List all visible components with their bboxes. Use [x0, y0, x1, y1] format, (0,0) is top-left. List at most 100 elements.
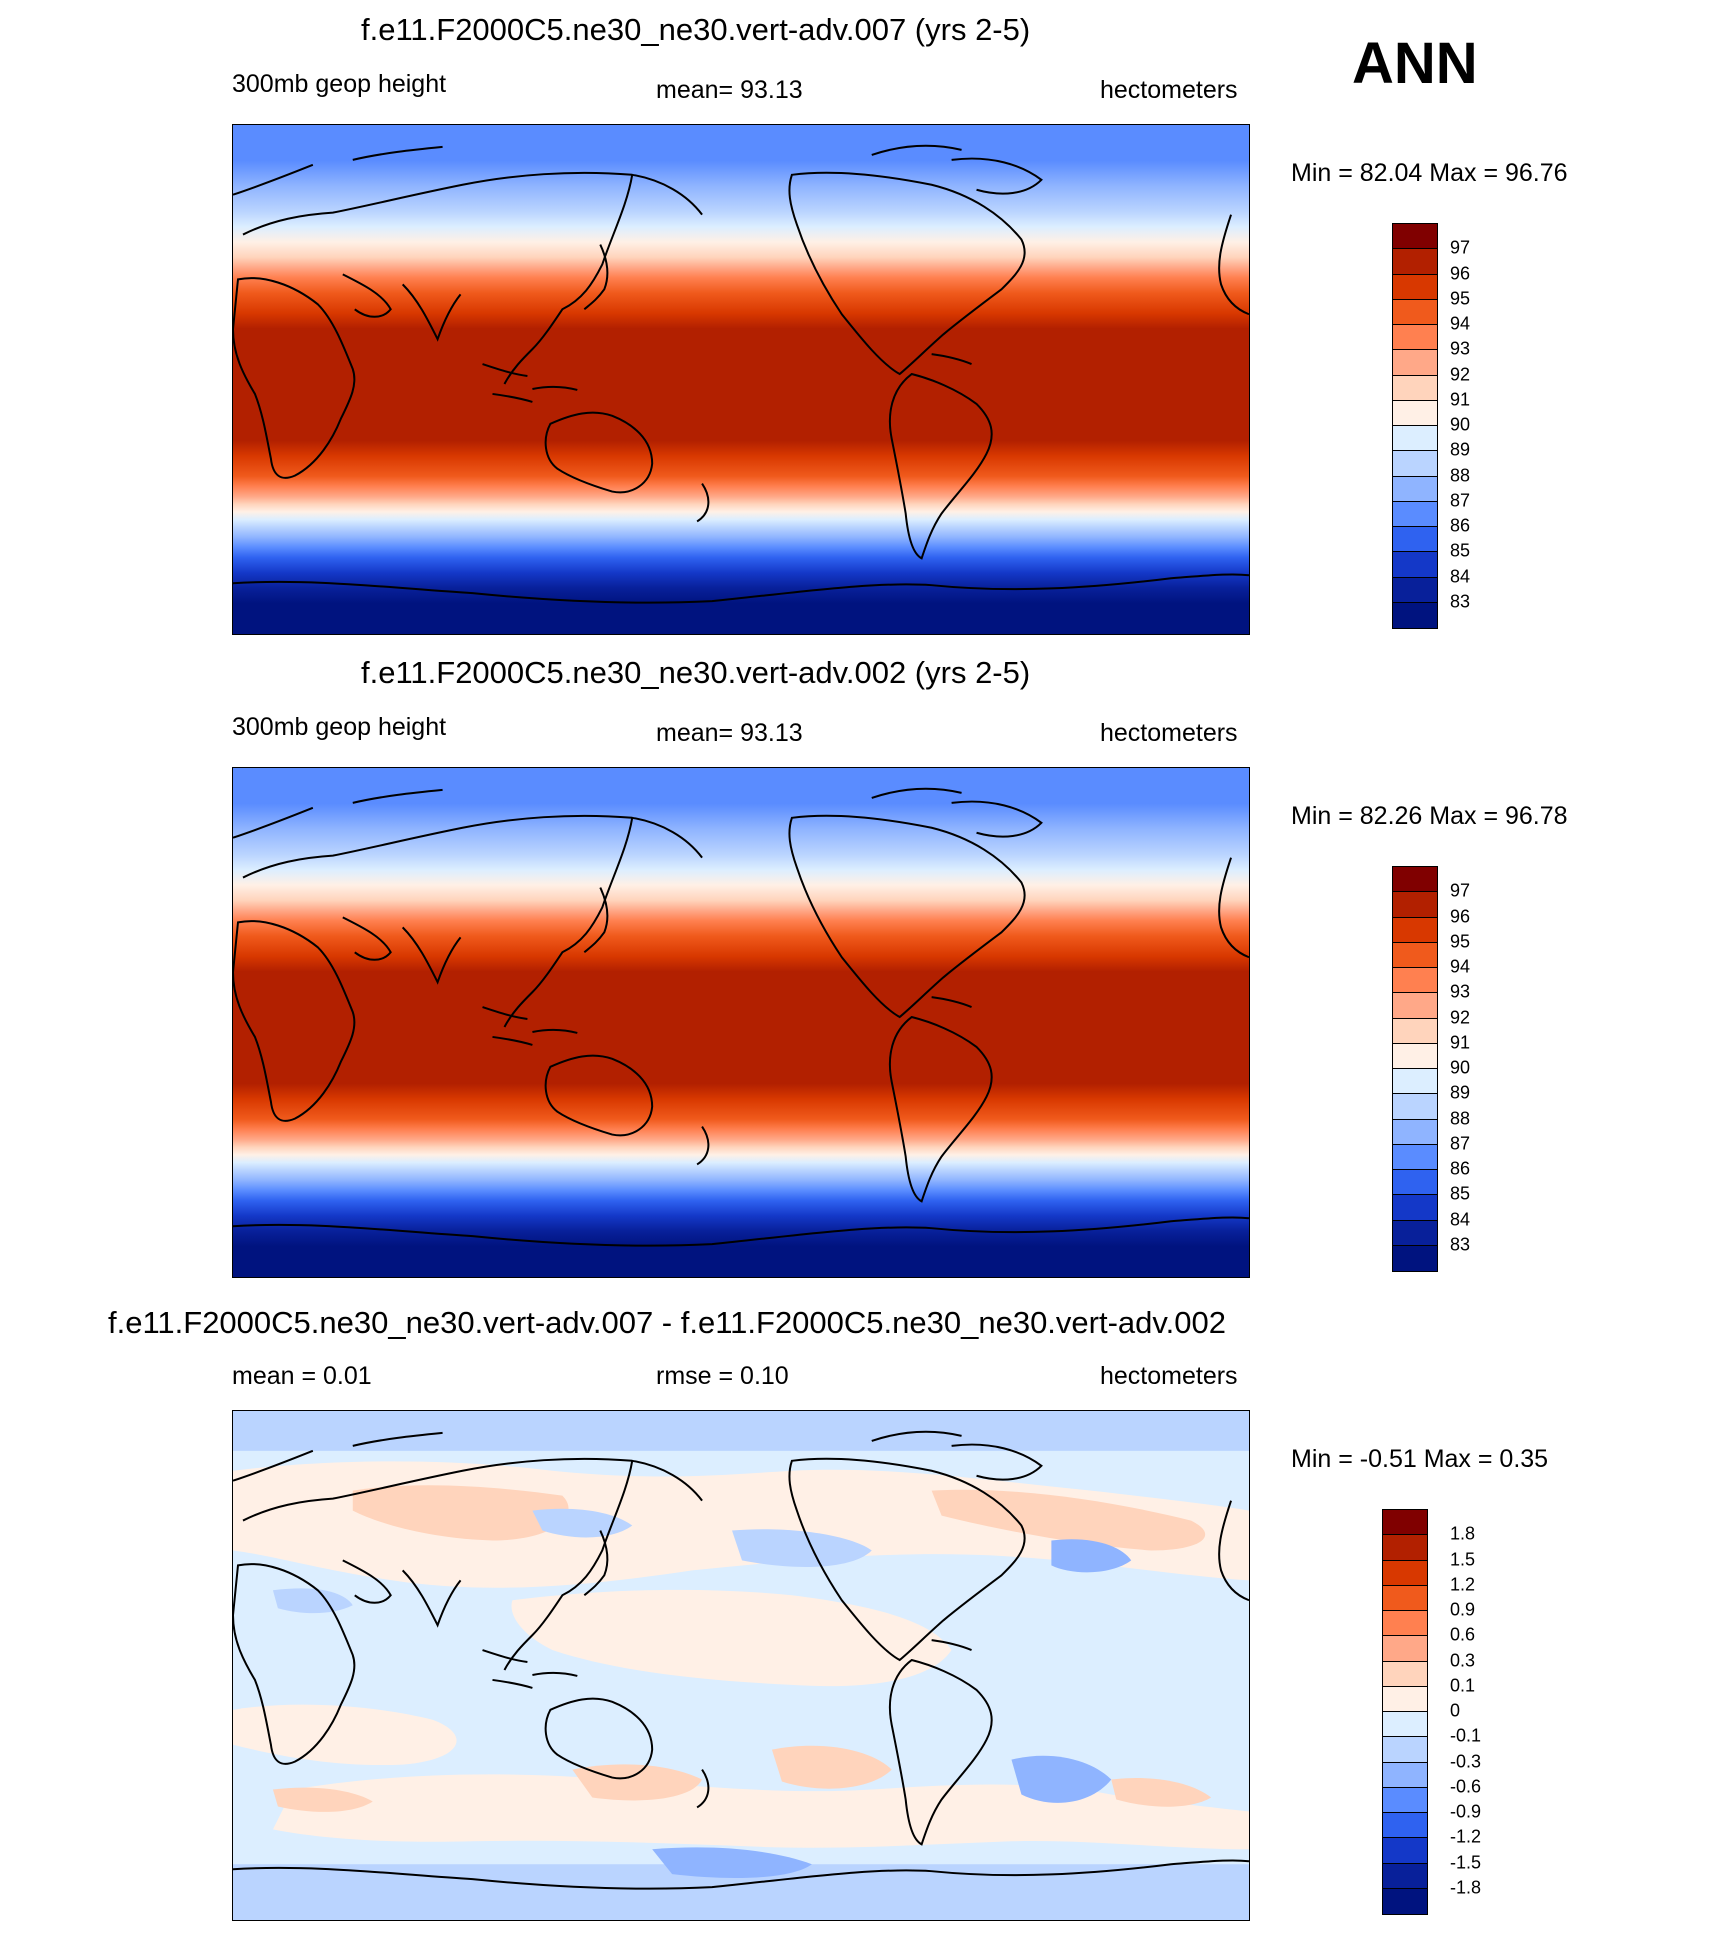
panel2-colorbar-segment — [1393, 1069, 1437, 1095]
panel1-colorbar-segment — [1393, 451, 1437, 477]
panel2-colorbar — [1392, 866, 1438, 1272]
panel2-colorbar-segment — [1393, 892, 1437, 918]
panel2-colorbar-segment — [1393, 968, 1437, 994]
panel2-colorbar-segment — [1393, 1170, 1437, 1196]
panel2-colorbar-segments — [1393, 867, 1437, 1271]
panel1-colorbar-tick-label: 88 — [1450, 465, 1471, 485]
panel1-colorbar-segment — [1393, 577, 1437, 603]
panel3-colorbar-segment — [1383, 1510, 1427, 1536]
panel1-colorbar-segment — [1393, 602, 1437, 628]
panel3-colorbar-segment — [1383, 1813, 1427, 1839]
panel1-colorbar-segment — [1393, 552, 1437, 578]
panel2-colorbar-segment — [1393, 1220, 1437, 1246]
panel1-colorbar-tick-label: 90 — [1450, 414, 1471, 435]
panel3-colorbar-tick-label: 0.6 — [1450, 1624, 1476, 1645]
panel2-colorbar-segment — [1393, 1018, 1437, 1044]
panel1-colorbar-tick-label: 97 — [1450, 237, 1471, 258]
panel2-colorbar-segment — [1393, 917, 1437, 943]
panel3-colorbar-segment — [1383, 1636, 1427, 1662]
panel3-colorbar-segments — [1383, 1510, 1427, 1914]
panel2-minmax-label: Min = 82.26 Max = 96.78 — [1291, 802, 1568, 830]
panel2-colorbar-segment — [1393, 1094, 1437, 1120]
panel2-colorbar-tick-label: 96 — [1450, 906, 1471, 926]
panel1-colorbar-tick-label: 84 — [1450, 566, 1471, 586]
panel3-colorbar-tick-label: 0 — [1450, 1700, 1461, 1721]
panel1-colorbar-segment — [1393, 274, 1437, 300]
panel1-colorbar-tick-label: 85 — [1450, 540, 1471, 561]
panel1-colorbar-tick-label: 95 — [1450, 288, 1471, 309]
panel3-mean-label: mean = 0.01 — [232, 1362, 372, 1390]
panel3-colorbar-tick-label: 0.9 — [1450, 1599, 1476, 1620]
panel1-colorbar-segment — [1393, 501, 1437, 527]
panel2-units-label: hectometers — [1100, 719, 1238, 747]
panel1-colorbar-segment — [1393, 400, 1437, 426]
panel3-colorbar-segment — [1383, 1585, 1427, 1611]
panel2-colorbar-tick-label: 87 — [1450, 1133, 1471, 1154]
panel3-colorbar-tick-label: -1.2 — [1450, 1826, 1482, 1847]
panel3-colorbar-segment — [1383, 1686, 1427, 1712]
panel2-colorbar-tick-label: 90 — [1450, 1057, 1471, 1078]
panel2-colorbar-tick-label: 86 — [1450, 1158, 1471, 1179]
panel2-variable-label: 300mb geop height — [232, 713, 447, 741]
panel3-colorbar-segment — [1383, 1661, 1427, 1687]
panel2-map — [232, 767, 1250, 1278]
panel1-colorbar-segment — [1393, 375, 1437, 401]
panel1-colorbar-segment — [1393, 325, 1437, 351]
panel3-colorbar-segment — [1383, 1863, 1427, 1889]
panel3-map — [232, 1410, 1250, 1921]
panel1-title: f.e11.F2000C5.ne30_ne30.vert-adv.007 (yr… — [361, 12, 1031, 47]
panel1-colorbar-tick-label: 91 — [1450, 389, 1471, 410]
panel1-colorbar-tick-label: 96 — [1450, 263, 1471, 283]
panel2-colorbar-tick-label: 88 — [1450, 1108, 1471, 1128]
panel3-minmax-label: Min = -0.51 Max = 0.35 — [1291, 1445, 1549, 1473]
panel3-colorbar-tick-label: 1.5 — [1450, 1549, 1476, 1569]
panel2-colorbar-tick-label: 83 — [1450, 1234, 1471, 1255]
panel2-colorbar-tick-label: 92 — [1450, 1007, 1471, 1027]
panel2-colorbar-tick-label: 89 — [1450, 1082, 1471, 1103]
panel1-colorbar-segment — [1393, 527, 1437, 553]
panel1-colorbar-segment — [1393, 426, 1437, 452]
panel1-colorbar-segment — [1393, 249, 1437, 275]
panel1-colorbar-segment — [1393, 299, 1437, 325]
panel2-mean-label: mean= 93.13 — [656, 719, 803, 747]
panel3-colorbar-tick-label: -1.8 — [1450, 1877, 1482, 1898]
panel1-units-label: hectometers — [1100, 76, 1238, 104]
panel1-colorbar-segment — [1393, 350, 1437, 376]
panel2-colorbar-tick-label: 93 — [1450, 981, 1471, 1002]
panel1-colorbar-segment — [1393, 224, 1437, 250]
panel2-colorbar-segment — [1393, 1144, 1437, 1170]
coastline-outlines — [233, 787, 1249, 1247]
panel3-colorbar-tick-label: -1.5 — [1450, 1852, 1482, 1872]
panel2-colorbar-segment — [1393, 942, 1437, 968]
season-label: ANN — [1352, 31, 1478, 96]
panel2-colorbar-segment — [1393, 993, 1437, 1019]
panel2-colorbar-tick-label: 84 — [1450, 1209, 1471, 1229]
coastline-outlines — [233, 144, 1249, 604]
panel1-colorbar-tick-label: 89 — [1450, 439, 1471, 460]
panel2-colorbar-segment — [1393, 1245, 1437, 1271]
panel2-colorbar-tick-label: 91 — [1450, 1032, 1471, 1053]
panel3-colorbar — [1382, 1509, 1428, 1915]
panel3-rmse-label: rmse = 0.10 — [656, 1362, 789, 1390]
panel3-colorbar-segment — [1383, 1560, 1427, 1586]
panel1-colorbar-segment — [1393, 476, 1437, 502]
panel3-colorbar-segment — [1383, 1535, 1427, 1561]
panel3-colorbar-segment — [1383, 1787, 1427, 1813]
panel3-colorbar-tick-label: -0.6 — [1450, 1776, 1482, 1797]
panel2-colorbar-tick-label: 95 — [1450, 931, 1471, 952]
panel3-colorbar-segment — [1383, 1712, 1427, 1738]
panel3-colorbar-segment — [1383, 1888, 1427, 1914]
panel3-colorbar-tick-label: 0.3 — [1450, 1650, 1476, 1670]
panel1-colorbar-tick-label: 93 — [1450, 338, 1471, 359]
panel1-colorbar-tick-label: 92 — [1450, 364, 1471, 384]
panel2-colorbar-tick-label: 94 — [1450, 956, 1471, 977]
panel3-colorbar-tick-label: 1.8 — [1450, 1523, 1476, 1544]
panel3-colorbar-tick-label: -0.9 — [1450, 1801, 1482, 1822]
panel3-colorbar-tick-label: 0.1 — [1450, 1675, 1476, 1696]
panel1-mean-label: mean= 93.13 — [656, 76, 803, 104]
panel1-colorbar — [1392, 223, 1438, 629]
panel1-colorbar-tick-label: 87 — [1450, 490, 1471, 511]
panel3-title: f.e11.F2000C5.ne30_ne30.vert-adv.007 - f… — [108, 1305, 1226, 1340]
panel1-colorbar-tick-label: 83 — [1450, 591, 1471, 612]
panel2-colorbar-segment — [1393, 1119, 1437, 1145]
